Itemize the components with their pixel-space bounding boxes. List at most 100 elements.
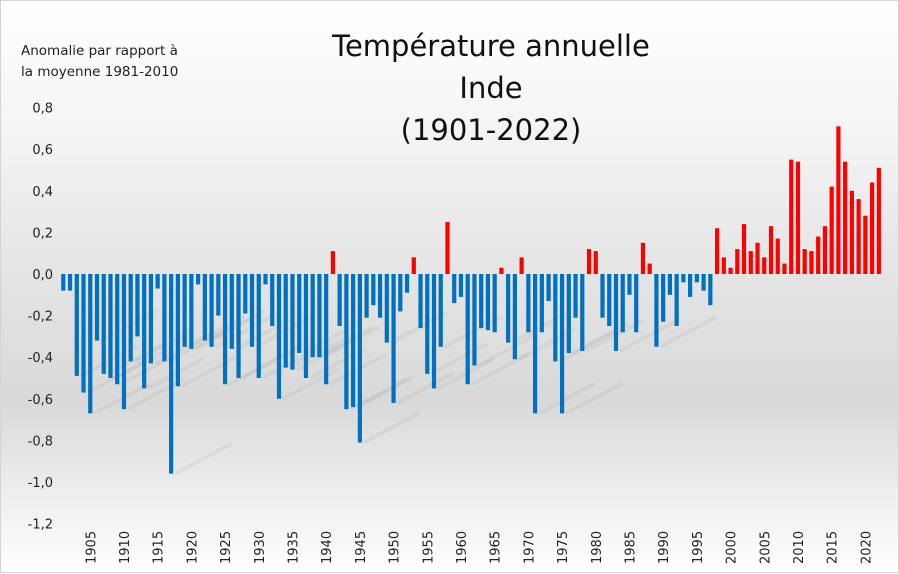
bar-shadow — [430, 342, 489, 376]
x-tick-label: 1940 — [320, 531, 335, 564]
x-tick-label: 1995 — [691, 531, 706, 564]
bar-1956 — [431, 274, 437, 389]
bar-2018 — [849, 190, 854, 274]
bar-1964 — [485, 274, 491, 331]
bar-1943 — [344, 274, 349, 410]
x-tick-label: 1960 — [455, 531, 470, 564]
bar-1921 — [196, 274, 201, 285]
chart-title-line-2: Inde — [459, 71, 523, 105]
bar-1968 — [512, 274, 517, 360]
bar-1917 — [169, 274, 174, 474]
bar-1942 — [337, 274, 342, 326]
bar-1973 — [546, 274, 551, 302]
bar-1979 — [586, 249, 592, 274]
bar-1976 — [566, 274, 571, 354]
x-tick-label: 1915 — [152, 531, 167, 564]
bars — [61, 126, 881, 474]
bar-1965 — [492, 274, 497, 333]
bar-1950 — [391, 274, 396, 403]
bar-1982 — [607, 274, 612, 326]
x-tick-label: 1975 — [556, 531, 571, 564]
bar-1961 — [465, 274, 470, 385]
bar-1929 — [249, 274, 255, 347]
bar-shadow — [362, 410, 421, 445]
bar-shadow — [308, 346, 367, 380]
bar-1978 — [580, 274, 585, 351]
y-tick-label: 0,4 — [32, 185, 53, 200]
bar-1904 — [81, 274, 86, 393]
bar-1988 — [647, 263, 652, 274]
x-tick-label: 1930 — [253, 531, 268, 564]
bar-shadow — [356, 375, 415, 409]
bar-1987 — [640, 242, 646, 274]
bar-2016 — [836, 126, 841, 274]
y-axis-label-line-2: la moyenne 1981-2010 — [21, 64, 179, 80]
bar-shadow — [470, 352, 529, 387]
bar-1911 — [128, 274, 133, 362]
bar-1995 — [694, 274, 699, 283]
bar-shadow — [538, 381, 597, 416]
bar-1945 — [357, 274, 362, 443]
bar-1991 — [667, 274, 672, 295]
bar-1966 — [499, 267, 504, 274]
bar-2013 — [816, 236, 821, 274]
bar-1980 — [593, 251, 598, 274]
bar-1986 — [634, 274, 639, 333]
bar-1948 — [377, 274, 383, 318]
bar-1910 — [121, 274, 127, 410]
bar-1939 — [317, 274, 322, 358]
bar-1970 — [526, 274, 531, 333]
bar-1958 — [445, 222, 450, 274]
x-tick-label: 2000 — [725, 531, 740, 564]
bar-1903 — [74, 274, 79, 376]
x-tick-label: 1905 — [84, 531, 99, 564]
chart-title-line-1: Température annuelle — [332, 29, 650, 63]
bar-1981 — [600, 274, 605, 318]
bar-shadow — [282, 367, 340, 401]
x-tick-label: 1910 — [118, 531, 133, 564]
bar-1992 — [674, 274, 679, 326]
bar-shadow — [477, 333, 536, 368]
bar-1997 — [708, 274, 713, 306]
bar-1902 — [67, 274, 73, 291]
bar-2003 — [748, 251, 753, 274]
bar-1960 — [458, 274, 464, 297]
bar-2002 — [741, 224, 747, 274]
bar-2012 — [809, 251, 814, 274]
x-tick-label: 1920 — [185, 531, 200, 564]
y-axis-label: Anomalie par rapport à la moyenne 1981-2… — [21, 41, 221, 83]
bar-1959 — [452, 274, 457, 304]
y-tick-label: -0,8 — [28, 434, 53, 449]
bar-1920 — [189, 274, 194, 349]
bar-1951 — [398, 274, 403, 312]
bar-1937 — [303, 274, 309, 378]
y-tick-label: 0,8 — [32, 102, 53, 117]
bar-1909 — [115, 274, 120, 385]
x-tick-label: 1965 — [489, 531, 504, 564]
x-tick-label: 1985 — [624, 531, 639, 564]
bar-shadow — [120, 352, 179, 387]
bar-shadow — [396, 371, 455, 405]
bar-shadow — [241, 346, 300, 380]
bar-1918 — [175, 274, 180, 387]
bar-2008 — [782, 263, 787, 274]
bar-shadow — [234, 317, 293, 351]
bar-1931 — [263, 274, 268, 285]
bar-1901 — [61, 274, 66, 291]
y-tick-label: 0,0 — [32, 268, 53, 283]
x-tick-label: 2015 — [826, 531, 841, 564]
chart-title-line-3: (1901-2022) — [400, 113, 582, 147]
bar-shadow — [565, 381, 624, 416]
y-tick-label: -0,6 — [28, 393, 53, 408]
bar-1949 — [384, 274, 389, 343]
bar-1962 — [472, 274, 477, 366]
bar-shadow — [517, 327, 576, 362]
bar-1925 — [222, 274, 228, 385]
bar-1989 — [654, 274, 659, 347]
bar-shadow — [180, 354, 239, 389]
x-tick-label: 1935 — [287, 531, 302, 564]
bar-1985 — [627, 274, 632, 295]
y-tick-label: 0,6 — [32, 143, 53, 158]
bar-2004 — [755, 242, 760, 274]
